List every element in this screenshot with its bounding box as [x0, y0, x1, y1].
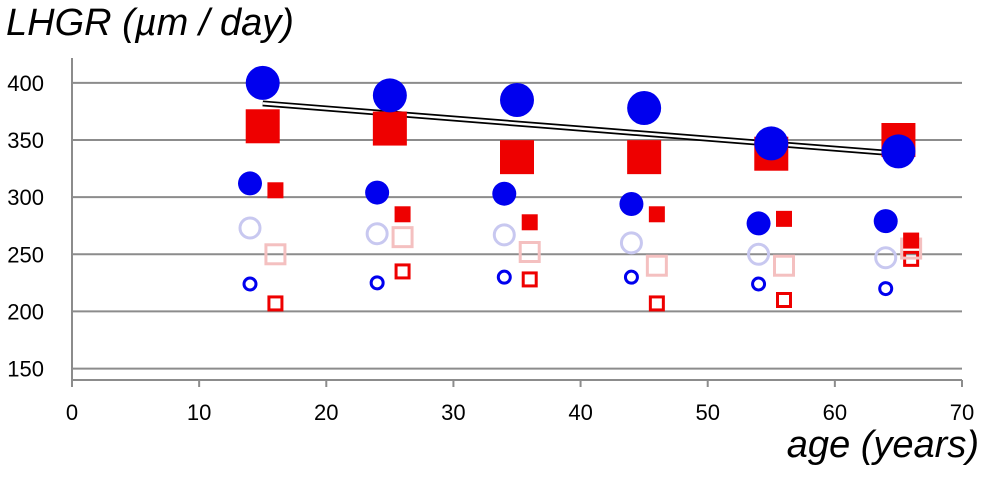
data-point-square [776, 210, 792, 227]
y-tick-label: 250 [7, 242, 44, 267]
data-point-square [648, 206, 665, 223]
y-tick-label: 400 [7, 71, 44, 96]
data-point-square [773, 254, 795, 277]
x-tick-label: 0 [66, 400, 78, 425]
x-tick-label: 10 [187, 400, 211, 425]
data-point-circle [881, 134, 916, 169]
y-tick-labels: 150 200 250 300 350 400 [7, 71, 44, 382]
gridlines [72, 81, 962, 370]
data-point-circle [372, 78, 407, 113]
data-point-square [245, 109, 280, 144]
data-point-circle [873, 209, 898, 234]
data-point-circle [623, 269, 639, 285]
data-point-square [500, 140, 534, 175]
data-point-square [518, 241, 541, 263]
x-tick-label: 40 [568, 400, 592, 425]
data-point-square [394, 263, 411, 280]
data-point-circle [238, 171, 262, 196]
y-tick-label: 150 [7, 357, 44, 382]
data-point-circle [496, 269, 512, 285]
data-point-circle [500, 83, 534, 117]
x-axis-title: age (years) [786, 424, 979, 466]
data-point-circle [878, 281, 894, 297]
x-tick-label: 20 [314, 400, 338, 425]
trend-line [262, 100, 899, 157]
data-point-circle [747, 242, 771, 266]
data-point-square [645, 254, 668, 277]
data-point-square [776, 292, 792, 308]
data-point-square [521, 214, 538, 231]
data-point-square [648, 295, 665, 312]
data-point-circle [245, 65, 280, 100]
data-point-square [372, 111, 407, 146]
data-point-circle [365, 222, 389, 246]
data-point-circle [492, 223, 516, 247]
data-point-circle [242, 276, 258, 292]
data-point-square [627, 140, 662, 175]
trend-line-inner [262, 102, 899, 155]
data-point-square [264, 243, 287, 266]
data-point-circle [619, 192, 644, 216]
y-tick-label: 200 [7, 299, 44, 324]
x-tick-label: 70 [950, 400, 974, 425]
axes [71, 58, 963, 387]
data-point-circle [627, 91, 662, 125]
y-axis-title: LHGR (µm / day) [6, 2, 294, 44]
data-point-circle [751, 276, 767, 292]
data-point-square [903, 232, 920, 249]
data-point-square [521, 271, 538, 288]
x-tick-label: 60 [823, 400, 847, 425]
y-tick-label: 300 [7, 185, 44, 210]
y-tick-label: 350 [7, 128, 44, 153]
data-point-circle [874, 246, 898, 270]
data-point-circle [746, 211, 771, 236]
data-point-square [394, 206, 411, 223]
x-tick-label: 30 [441, 400, 465, 425]
data-point-circle [619, 231, 643, 255]
x-tick-labels: 0 10 20 30 40 50 60 70 [66, 400, 974, 425]
data-marks [238, 65, 923, 312]
data-point-square [267, 182, 284, 199]
data-point-circle [365, 180, 390, 205]
data-point-circle [369, 275, 385, 291]
data-point-circle [754, 126, 789, 161]
data-point-square [267, 295, 284, 312]
data-point-square [391, 226, 414, 249]
x-tick-label: 50 [695, 400, 719, 425]
data-point-circle [492, 181, 517, 206]
data-point-circle [238, 216, 262, 240]
